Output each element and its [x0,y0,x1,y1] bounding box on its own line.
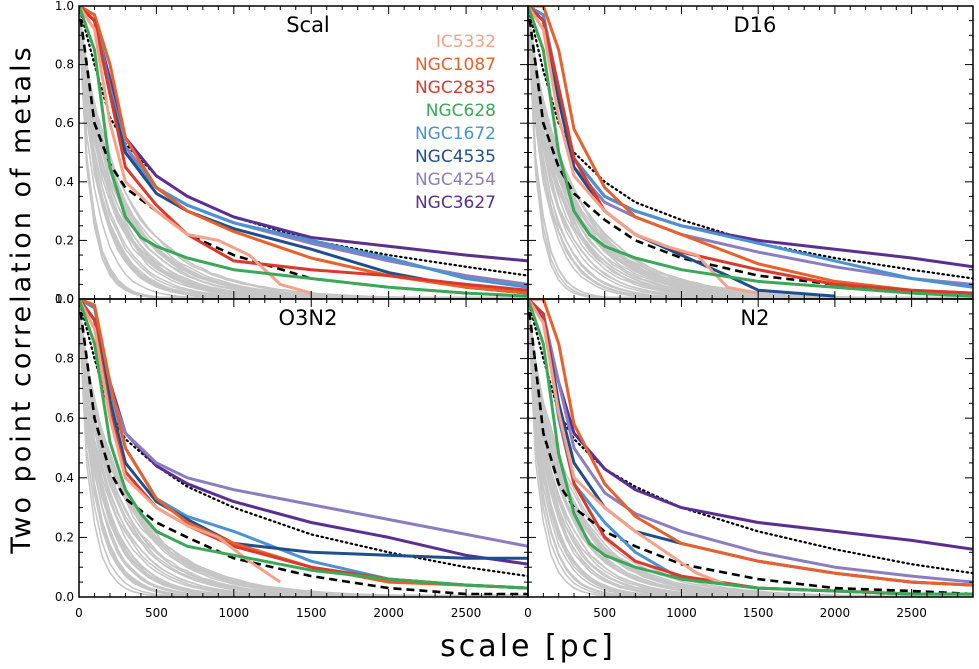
series-ic5332 [79,6,312,295]
y-tick-label: 0.2 [55,233,74,247]
legend: IC5332 NGC1087 NGC2835 NGC628 NGC1672 NGC4535… [415,32,496,213]
panel-o3n2: 0 500 1000 1500 2000 2500 0.0 0.2 0.4 0.6 0.8 1.0 O3… [55,292,529,620]
series-ngc628 [79,299,528,590]
x-tick-label: 2500 [896,606,927,620]
series-ngc4254 [528,299,973,584]
panel-title: O3N2 [279,306,338,330]
panel-n2: 0 500 1000 1500 2000 2500 N2 [524,298,974,620]
y-tick-label: 0.4 [55,471,74,485]
y-tick-label: 0.0 [55,292,74,306]
legend-entry: NGC3627 [415,193,496,213]
legend-entry: IC5332 [436,32,496,52]
panel-title: D16 [733,13,776,37]
series-ngc1087 [528,299,973,587]
y-tick-label: 0.2 [55,530,74,544]
dashed-reference-curve [528,6,973,298]
model-gray-curve [528,311,973,597]
x-axis-label: scale [pc] [440,629,616,664]
x-tick-label: 1000 [219,606,250,620]
series-ic5332 [79,299,282,584]
plot-area [79,6,528,299]
legend-entry: NGC628 [426,101,496,121]
legend-entry: NGC1672 [415,124,496,144]
x-tick-label: 0 [75,606,83,620]
y-tick-label: 1.0 [55,0,74,13]
y-tick-label: 0.8 [55,352,74,366]
panel-d16: D16 [527,5,974,300]
panel-title: N2 [740,306,769,330]
model-gray-curve [528,10,973,299]
y-tick-label: 0.6 [55,411,74,425]
y-tick-label: 0.0 [55,590,74,604]
dotted-reference-curve [528,299,973,575]
x-tick-label: 1500 [296,606,327,620]
series-ngc1087 [528,6,973,295]
series-ngc628 [528,6,973,298]
legend-entry: NGC4254 [415,170,496,190]
plot-area [79,299,528,597]
dashed-reference-curve [79,299,528,596]
x-tick-label: 500 [593,606,616,620]
series-ngc4254 [79,299,528,548]
y-tick-label: 0.8 [55,58,74,72]
y-tick-label: 1.0 [55,292,74,306]
panel-title: Scal [286,13,330,37]
x-tick-label: 2500 [451,606,482,620]
x-tick-label: 2000 [820,606,851,620]
model-gray-curve [79,311,528,597]
legend-entry: NGC4535 [415,147,496,167]
x-tick-label: 500 [145,606,168,620]
y-axis-label: Two point correlation of metals [6,44,37,554]
dotted-reference-curve [528,6,973,280]
plot-area [528,299,973,597]
series-ic5332 [528,6,759,295]
x-tick-label: 0 [524,606,532,620]
y-tick-label: 0.4 [55,175,74,189]
legend-entry: NGC2835 [415,78,496,98]
y-tick-label: 0.6 [55,116,74,130]
plot-area [528,6,973,299]
series-ngc1087 [79,299,528,590]
series-ic5332 [528,299,729,587]
panels: 0.0 0.2 0.4 0.6 0.8 1.0 Scal IC5332 NGC1087 NGC28… [55,0,974,620]
legend-entry: NGC1087 [415,55,496,75]
x-tick-label: 1500 [743,606,774,620]
x-tick-label: 1000 [666,606,697,620]
x-tick-label: 2000 [373,606,404,620]
dashed-reference-curve [528,299,973,596]
series-ngc628 [528,299,973,596]
series-ngc628 [79,6,528,298]
panel-scal: 0.0 0.2 0.4 0.6 0.8 1.0 Scal IC5332 NGC1087 NGC28… [55,0,529,306]
